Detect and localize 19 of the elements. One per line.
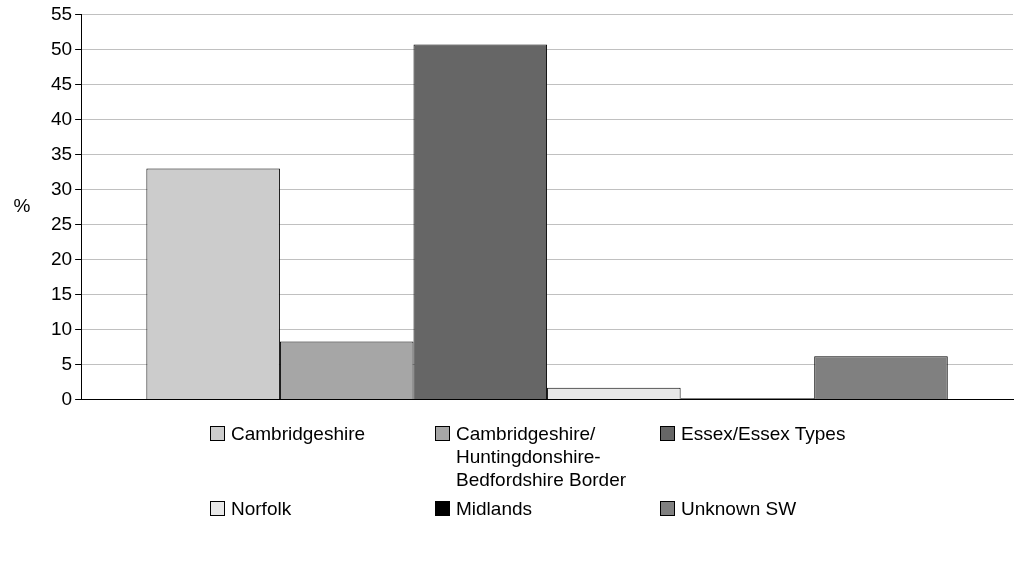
y-tick-label: 50 <box>50 37 73 59</box>
y-tick-label: 55 <box>50 2 73 24</box>
legend-label: Norfolk <box>231 497 293 520</box>
y-axis-title: % <box>13 195 31 217</box>
legend-label: Cambridgeshire/ Huntingdonshire-Bedfordshire Border <box>456 422 628 491</box>
y-tick-label: 40 <box>50 107 73 129</box>
y-tick-label: 35 <box>50 142 73 164</box>
y-tick-label: 25 <box>50 212 73 234</box>
legend-label: Unknown SW <box>681 497 798 520</box>
y-tick-label: 5 <box>61 352 73 374</box>
y-tick-label: 10 <box>50 317 73 339</box>
y-tick-label: 20 <box>50 247 73 269</box>
y-tick-label: 30 <box>50 177 73 199</box>
legend-label: Essex/Essex Types <box>681 422 847 445</box>
legend-label: Cambridgeshire <box>231 422 367 445</box>
legend-label: Midlands <box>456 497 534 520</box>
y-tick-label: 0 <box>61 387 73 409</box>
y-tick-label: 15 <box>50 282 73 304</box>
y-tick-label: 45 <box>50 72 73 94</box>
